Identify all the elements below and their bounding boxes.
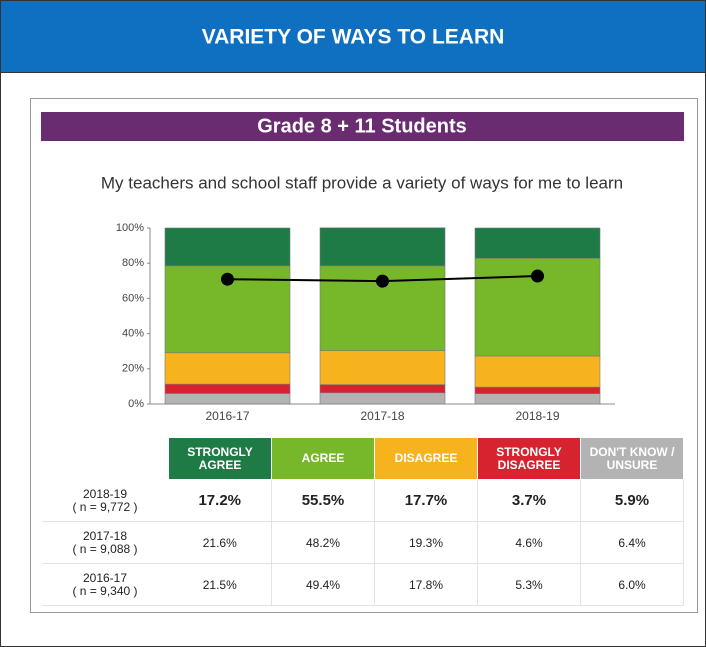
- bar-segment: [164, 227, 291, 267]
- row-label: 2017-18( n = 9,088 ): [41, 521, 169, 564]
- chart-subtitle: My teachers and school staff provide a v…: [101, 173, 623, 192]
- header-bar: [0, 0, 706, 73]
- legend-header: STRONGLY DISAGREE: [477, 437, 581, 480]
- y-tick-label: 60%: [122, 292, 144, 304]
- value-cell: 21.6%: [168, 521, 272, 564]
- y-tick-label: 80%: [122, 257, 144, 269]
- value-cell: 5.3%: [477, 563, 581, 606]
- value-cell: 55.5%: [271, 479, 375, 522]
- legend-header: STRONGLY AGREE: [168, 437, 272, 480]
- x-tick-label: 2016-17: [205, 409, 249, 423]
- chart-title: Grade 8 + 11 Students: [257, 115, 467, 137]
- bar-segment: [474, 393, 601, 405]
- row-label: 2016-17( n = 9,340 ): [41, 563, 169, 606]
- data-row: 2017-18( n = 9,088 ) 21.6% 48.2% 19.3% 4.6% 6…: [41, 521, 684, 564]
- trend-point: [221, 272, 234, 286]
- value-cell: 6.0%: [580, 563, 684, 606]
- bar-segment: [164, 393, 291, 405]
- value-cell: 21.5%: [168, 563, 272, 606]
- legend-header: DISAGREE: [374, 437, 478, 480]
- bar-segment: [319, 384, 446, 394]
- y-tick-label: 0%: [128, 398, 144, 410]
- row-year: 2017-18: [82, 528, 128, 543]
- bar-segment: [474, 386, 601, 394]
- y-tick-label: 20%: [122, 363, 144, 375]
- row-n: ( n = 9,340 ): [72, 583, 138, 598]
- y-tick-label: 40%: [122, 328, 144, 340]
- value-cell: 3.7%: [477, 479, 581, 522]
- x-tick-label: 2018-19: [515, 409, 559, 423]
- row-year: 2016-17: [82, 570, 128, 585]
- bar-segment: [474, 355, 601, 388]
- row-n: ( n = 9,772 ): [72, 499, 138, 514]
- value-cell: 5.9%: [580, 479, 684, 522]
- data-row: 2016-17( n = 9,340 ) 21.5% 49.4% 17.8% 5.3% 6…: [41, 563, 684, 606]
- y-tick-label: 100%: [116, 222, 144, 234]
- legend-header: AGREE: [271, 437, 375, 480]
- bar-segment: [164, 352, 291, 385]
- header-title: VARIETY OF WAYS TO LEARN: [202, 26, 505, 49]
- value-cell: 49.4%: [271, 563, 375, 606]
- value-cell: 17.8%: [374, 563, 478, 606]
- trend-point: [531, 269, 544, 283]
- value-cell: 6.4%: [580, 521, 684, 564]
- data-table: STRONGLY AGREE AGREE DISAGREE STRONGLY DISA…: [41, 437, 684, 606]
- value-cell: 19.3%: [374, 521, 478, 564]
- row-n: ( n = 9,088 ): [72, 541, 138, 556]
- bar-segment: [164, 383, 291, 394]
- bar-segment: [319, 227, 446, 267]
- row-label: 2018-19( n = 9,772 ): [41, 479, 169, 522]
- legend-header: DON'T KNOW / UNSURE: [580, 437, 684, 480]
- header-row: STRONGLY AGREE AGREE DISAGREE STRONGLY DISA…: [41, 437, 684, 480]
- data-row: 2018-19( n = 9,772 ) 17.2% 55.5% 17.7% 3.7% 5…: [41, 479, 684, 522]
- bar-segment: [319, 392, 446, 405]
- value-cell: 48.2%: [271, 521, 375, 564]
- title-bar: [41, 112, 684, 141]
- bar-segment: [319, 350, 446, 385]
- value-cell: 17.2%: [168, 479, 272, 522]
- corner: [41, 437, 169, 480]
- bar-segment: [474, 227, 601, 259]
- row-year: 2018-19: [82, 486, 128, 501]
- x-tick-label: 2017-18: [360, 409, 404, 423]
- trend-point: [376, 274, 389, 288]
- value-cell: 4.6%: [477, 521, 581, 564]
- value-cell: 17.7%: [374, 479, 478, 522]
